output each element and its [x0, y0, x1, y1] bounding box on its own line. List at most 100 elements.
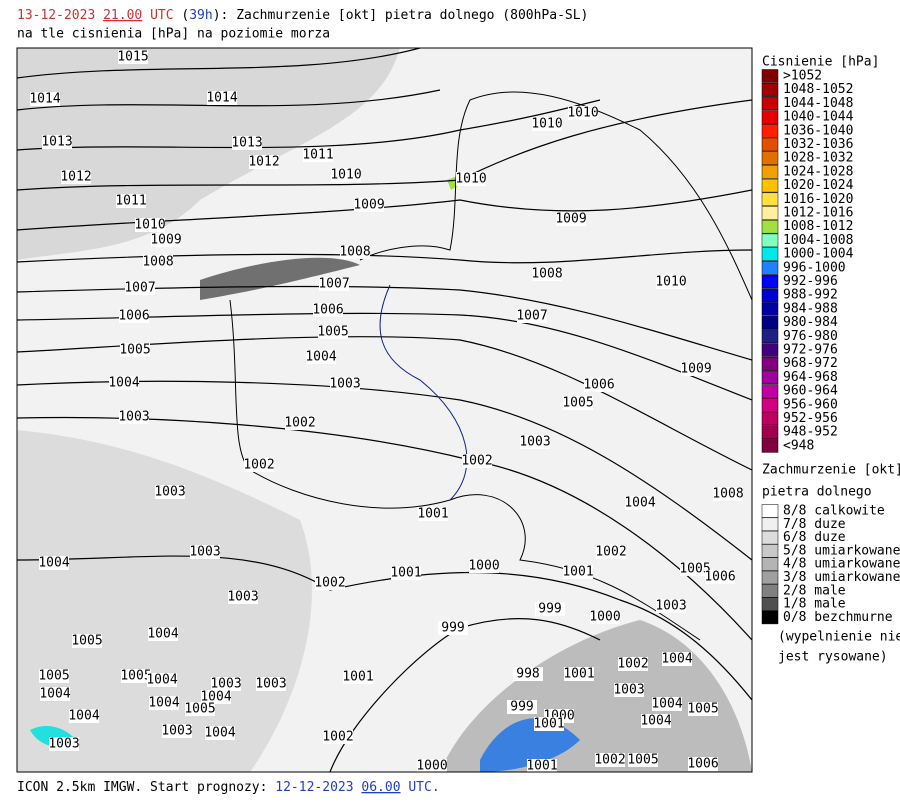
- legend-label: 2/8 male: [783, 583, 846, 598]
- label-bg: [72, 634, 102, 648]
- label-bg: [205, 726, 235, 740]
- legend-label: 992-996: [783, 274, 838, 289]
- cloud-area: [200, 257, 360, 300]
- isobar-label: 1006: [704, 570, 735, 585]
- isobar-label: 1000: [589, 610, 620, 625]
- label-bg: [323, 730, 353, 744]
- legend-swatch: [761, 315, 779, 330]
- isobar-label: 1010: [655, 275, 686, 290]
- legend-swatch: [761, 504, 779, 518]
- legend-label: 5/8 umiarkowane: [783, 543, 900, 558]
- label-bg: [109, 376, 139, 390]
- isobar-label: 1002: [461, 454, 492, 469]
- start-date: 12-12-2023: [275, 780, 353, 795]
- label-bg: [151, 233, 181, 247]
- label-bg: [656, 599, 686, 613]
- label-bg: [456, 172, 486, 186]
- label-bg: [318, 325, 348, 339]
- isobar-label: 1009: [555, 212, 586, 227]
- pressure-legend: >10521048-10521044-10481040-10441036-104…: [761, 69, 854, 453]
- isobar-label: 1007: [318, 277, 349, 292]
- isobar-label: 1002: [243, 458, 274, 473]
- isobar-label: 1002: [617, 657, 648, 672]
- isobar-label: 1003: [613, 683, 644, 698]
- hour: 21.00: [103, 8, 142, 23]
- isobar-label: 1005: [119, 343, 150, 358]
- legend-swatch: [761, 124, 779, 138]
- label-bg: [595, 753, 625, 767]
- label-bg: [513, 667, 543, 681]
- isobar-label: 1012: [248, 155, 279, 170]
- legend-swatch: [761, 165, 779, 179]
- label-bg: [119, 309, 149, 323]
- legend-label: 1040-1044: [783, 110, 854, 125]
- legend-label: 1036-1040: [783, 123, 853, 138]
- isobar-label: 1005: [120, 669, 151, 684]
- isobar-label: 1008: [712, 487, 743, 502]
- label-bg: [303, 148, 333, 162]
- isobar-label: 1006: [312, 303, 343, 318]
- label-bg: [340, 245, 370, 259]
- legend-label: 1000-1004: [783, 247, 854, 262]
- isobar-label: 1002: [284, 416, 315, 431]
- label-bg: [118, 50, 148, 64]
- label-bg: [563, 396, 593, 410]
- label-bg: [39, 669, 69, 683]
- label-bg: [520, 435, 550, 449]
- isobar-label: 1003: [161, 724, 192, 739]
- isobar-label: 1009: [680, 362, 711, 377]
- isobar-label: 1009: [150, 233, 181, 248]
- label-bg: [343, 670, 373, 684]
- legend-label: 1032-1036: [783, 137, 853, 152]
- utc: UTC: [150, 8, 173, 23]
- isobar-label: 1004: [640, 714, 671, 729]
- label-bg: [614, 683, 644, 697]
- isobar-label: 1010: [567, 106, 598, 121]
- label-bg: [596, 545, 626, 559]
- legend-label: 948-952: [783, 425, 838, 440]
- legend-label: <948: [783, 438, 814, 453]
- label-bg: [185, 702, 215, 716]
- legend-swatch: [761, 610, 779, 625]
- label-bg: [249, 155, 279, 169]
- start-utc: UTC.: [408, 780, 439, 795]
- label-bg: [354, 198, 384, 212]
- legend-label: 972-976: [783, 343, 838, 358]
- isobar-label: 1004: [651, 697, 682, 712]
- legend-label: 964-968: [783, 370, 838, 385]
- isobar-label: 1011: [115, 194, 146, 209]
- label-bg: [584, 378, 614, 392]
- title: Zachmurzenie [okt] pietra dolnego (800hP…: [236, 8, 588, 23]
- footer: ICON 2.5km IMGW. Start prognozy: 12-12-2…: [17, 780, 440, 795]
- subtitle: na tle cisnienia [hPa] na poziomie morza: [17, 27, 330, 42]
- isobar-label: 1002: [595, 545, 626, 560]
- label-bg: [155, 485, 185, 499]
- legend-swatch: [761, 82, 779, 97]
- legend-note: jest rysowane): [778, 650, 888, 665]
- isobar-label: 1003: [227, 590, 258, 605]
- isobar-label: 1004: [38, 556, 69, 571]
- legend-label: 1048-1052: [783, 82, 853, 97]
- legend-swatch: [761, 96, 779, 111]
- isobar-label: 1006: [687, 757, 718, 772]
- map-frame: [16, 47, 753, 773]
- isobar-label: 1006: [118, 309, 149, 324]
- legend-label: 1016-1020: [783, 192, 853, 207]
- legend-label: 4/8 umiarkowane: [783, 557, 900, 572]
- legend-label: 8/8 calkowite: [783, 504, 885, 519]
- isobar-label: 1014: [206, 91, 237, 106]
- label-bg: [618, 657, 648, 671]
- map: 1015 1014 1014 1013 1013 1012 1011 1012 1010 1010…: [16, 47, 753, 774]
- legend-swatch: [761, 530, 779, 545]
- legend-label: 976-980: [783, 329, 838, 344]
- label-bg: [330, 377, 360, 391]
- label-bg: [125, 281, 155, 295]
- isobar-label: 1003: [189, 545, 220, 560]
- isobar-label: 1001: [563, 667, 594, 682]
- label-bg: [201, 690, 231, 704]
- isobar-label: 1000: [416, 759, 447, 774]
- isobar-label: 1005: [627, 753, 658, 768]
- legend-label: 960-964: [783, 384, 838, 399]
